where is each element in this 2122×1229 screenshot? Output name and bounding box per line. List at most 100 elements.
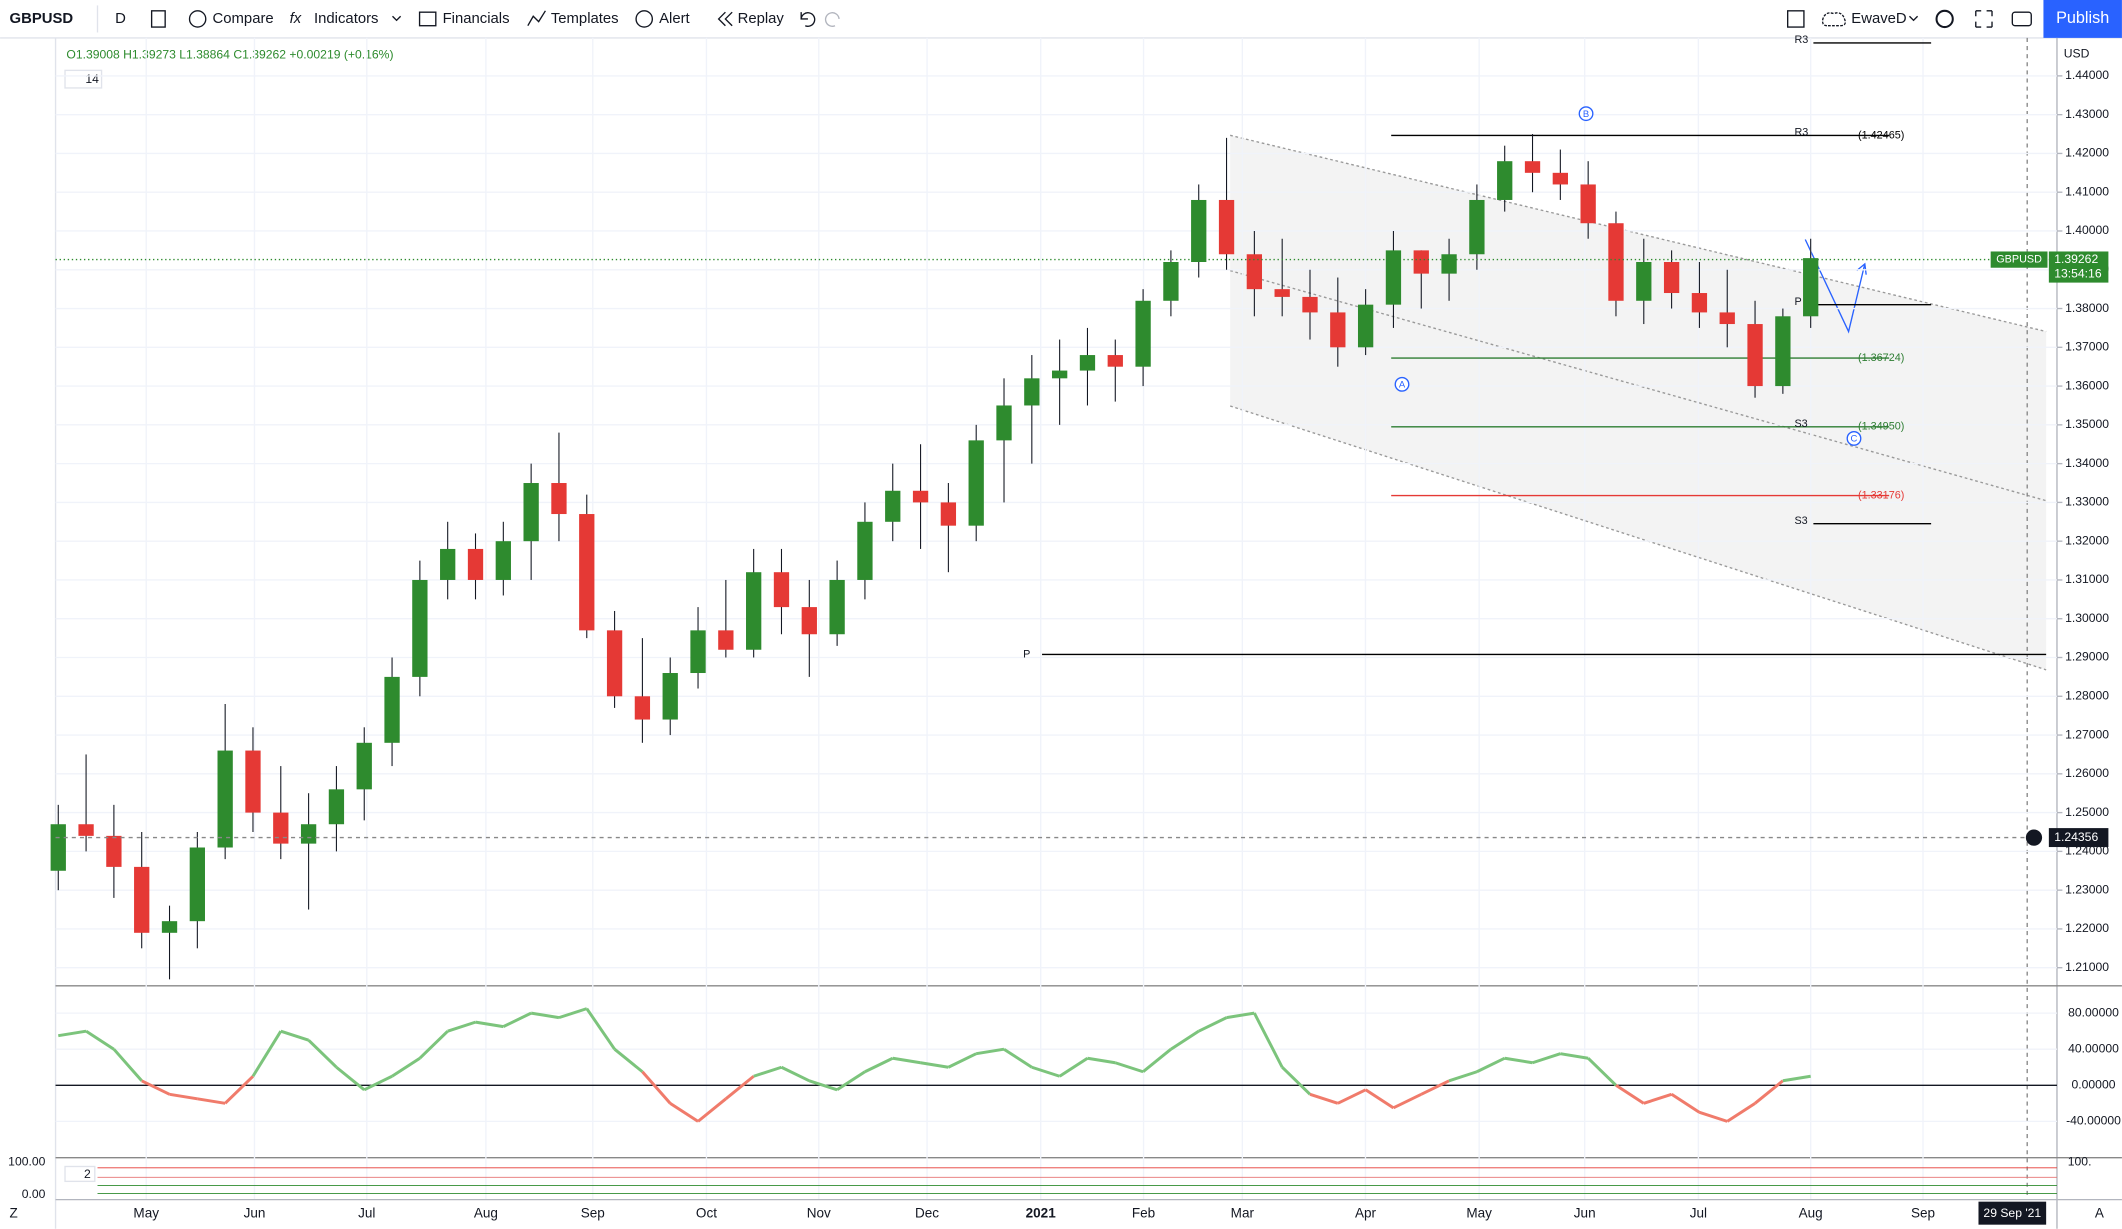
osc-segment <box>1782 1074 1811 1083</box>
osc-segment <box>808 1079 838 1092</box>
dropdown[interactable] <box>1908 15 1919 22</box>
candle-body <box>1803 258 1819 317</box>
countdown: 13:54:16 <box>2054 267 2102 281</box>
redo[interactable] <box>824 12 840 27</box>
y-tick-label: 1.26000 <box>2065 766 2109 780</box>
snapshot[interactable] <box>2011 11 2032 27</box>
osc-segment <box>58 1029 87 1038</box>
x-tick-label: Feb <box>1132 1205 1155 1220</box>
compare[interactable]: Compare <box>213 11 274 27</box>
candle-body <box>440 548 456 580</box>
y-tick-label: 1.30000 <box>2065 611 2109 625</box>
candle-body <box>996 405 1012 441</box>
financials[interactable]: Financials <box>443 11 510 27</box>
osc-segment <box>1087 1056 1116 1065</box>
candle-body <box>161 921 178 933</box>
osc-segment <box>1754 1079 1784 1105</box>
osc-segment <box>1615 1084 1645 1105</box>
candle-body <box>1191 199 1207 263</box>
osc-segment <box>1670 1093 1701 1114</box>
y-tick-label: 1.27000 <box>2065 727 2109 741</box>
osc-segment <box>1726 1102 1756 1123</box>
x-tick-label: Apr <box>1355 1205 1377 1220</box>
level-name: P <box>1794 296 1801 308</box>
osc-segment <box>1281 1066 1312 1096</box>
y-tick-label: 1.33000 <box>2065 495 2109 509</box>
publish[interactable]: Publish <box>2056 9 2109 27</box>
osc-segment <box>502 1011 532 1028</box>
templates-icon[interactable] <box>527 10 546 27</box>
osc-segment <box>1504 1056 1533 1065</box>
indicators[interactable]: Indicators <box>314 11 379 27</box>
publish-button[interactable] <box>2043 0 2122 38</box>
candle-body <box>829 579 845 635</box>
symbol[interactable]: GBPUSD <box>10 11 74 27</box>
level-name: R3 <box>1794 127 1808 139</box>
y-tick-label: 1.29000 <box>2065 650 2109 664</box>
osc-segment <box>447 1020 476 1033</box>
candle-body <box>1079 355 1096 371</box>
currency[interactable]: USD <box>2064 46 2090 60</box>
cloud-icon[interactable] <box>1821 12 1846 27</box>
cursor-date: 29 Sep '21 <box>1983 1206 2041 1220</box>
financials-icon[interactable] <box>418 11 437 27</box>
regression-channel <box>1230 135 2047 670</box>
replay[interactable]: Replay <box>738 11 785 27</box>
osc-segment <box>1643 1092 1673 1105</box>
price-tag <box>2048 251 2109 283</box>
alert-icon[interactable] <box>635 10 654 28</box>
candle-body <box>78 824 94 836</box>
interval[interactable]: D <box>115 11 126 27</box>
channel-line <box>1229 134 2047 333</box>
stoch-top: 100.00 <box>8 1155 45 1169</box>
undo[interactable] <box>800 12 816 27</box>
osc-segment <box>1364 1088 1395 1110</box>
alert[interactable]: Alert <box>659 11 690 27</box>
y-tick-label: 1.44000 <box>2065 68 2109 82</box>
osc-segment <box>892 1056 921 1065</box>
candle-body <box>1441 254 1457 274</box>
wave-label: A <box>1399 379 1406 390</box>
layout-name[interactable]: EwaveD <box>1851 11 1907 27</box>
candle-body <box>273 812 289 844</box>
candle-body <box>1274 289 1290 297</box>
fullscreen[interactable] <box>1975 10 1993 28</box>
level-value: (1.42465) <box>1858 129 1904 141</box>
candle-body <box>634 696 651 720</box>
chart-type-icon[interactable] <box>150 10 166 28</box>
compare-icon[interactable] <box>188 10 207 28</box>
replay-icon[interactable] <box>717 11 733 27</box>
crosshair-tag <box>2048 828 2109 848</box>
candle-body <box>384 676 400 743</box>
settings[interactable] <box>1935 9 1954 29</box>
candle-body <box>1163 262 1179 301</box>
fullscreen-layout[interactable] <box>1787 10 1805 28</box>
osc-segment <box>1142 1048 1172 1073</box>
x-tick-label: Sep <box>1911 1205 1935 1220</box>
osc-segment <box>307 1039 338 1069</box>
stoch-legend-box <box>64 1165 96 1183</box>
symbol-tag <box>1990 251 2048 268</box>
osc-segment <box>475 1020 504 1029</box>
dropdown[interactable] <box>392 15 402 22</box>
x-tick-label: Jun <box>244 1205 266 1220</box>
candle-body <box>50 824 66 871</box>
osc-segment <box>780 1065 810 1083</box>
osc-segment <box>641 1070 672 1105</box>
level-name: S3 <box>1794 515 1807 527</box>
templates[interactable]: Templates <box>551 11 619 27</box>
candle-body <box>1330 312 1346 348</box>
y-tick-label: 1.21000 <box>2065 960 2109 974</box>
osc-segment <box>1476 1056 1506 1074</box>
level-value: (1.36724) <box>1858 352 1904 364</box>
candle-body <box>134 866 150 933</box>
osc-segment <box>669 1102 699 1123</box>
wave-circle <box>1846 431 1862 446</box>
x-tick-label: May <box>1466 1205 1492 1220</box>
candle-body <box>356 742 372 790</box>
indicators-icon[interactable]: fx <box>290 11 302 27</box>
wave-circle <box>1394 376 1410 392</box>
candle-body <box>467 548 484 580</box>
footer-right[interactable]: A <box>2095 1205 2104 1220</box>
footer-left[interactable]: Z <box>10 1205 18 1220</box>
